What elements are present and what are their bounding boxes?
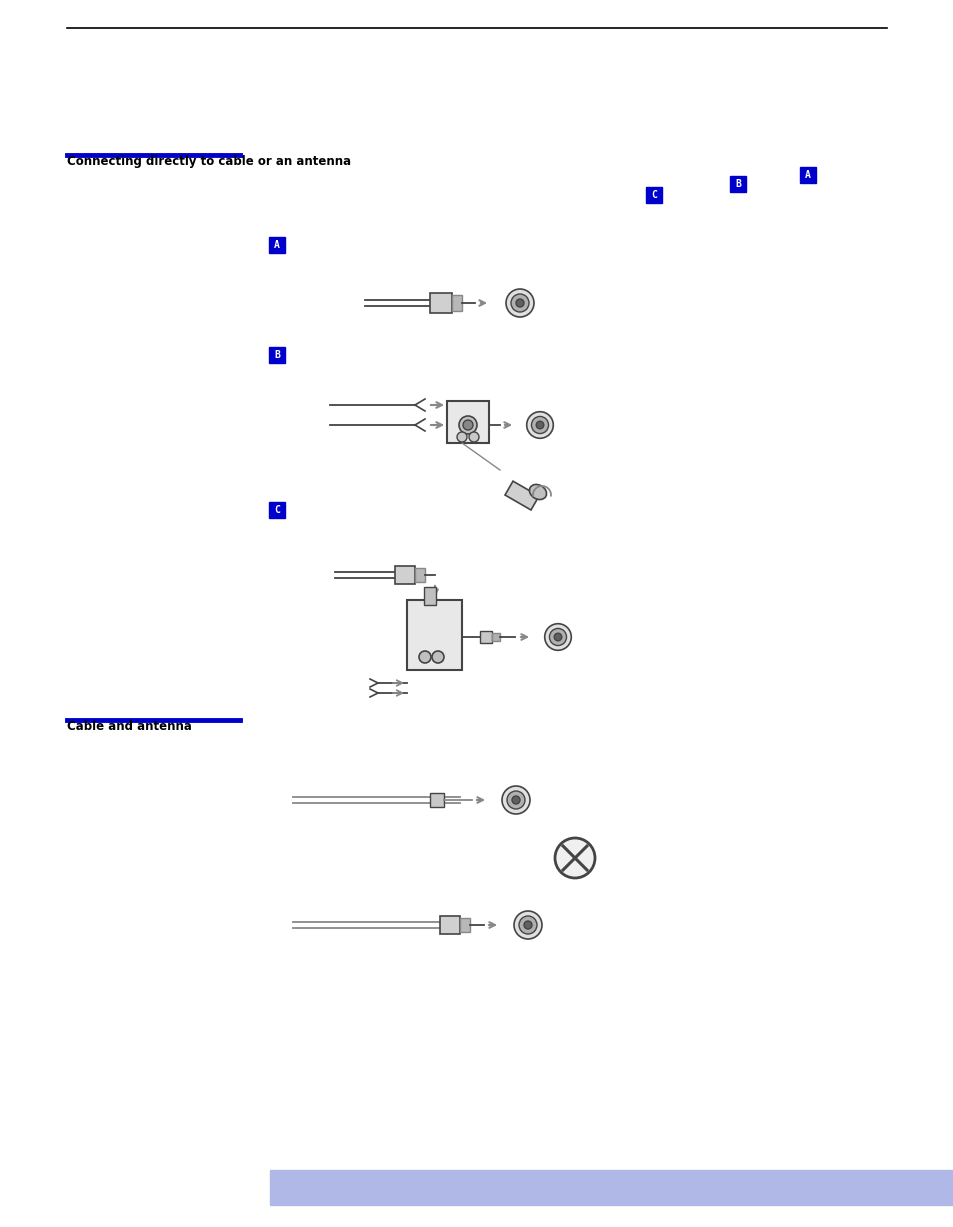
Text: Cable and antenna: Cable and antenna [67, 720, 192, 733]
Bar [459, 918, 470, 933]
Bar [407, 600, 461, 670]
Circle shape [549, 628, 566, 645]
Circle shape [531, 416, 548, 433]
Circle shape [555, 838, 595, 879]
Bar [269, 347, 285, 363]
Circle shape [516, 299, 523, 307]
Bar [395, 566, 415, 584]
Bar [504, 481, 538, 510]
Text: A: A [274, 240, 279, 250]
Circle shape [518, 917, 537, 934]
Circle shape [512, 796, 519, 804]
Bar [430, 293, 452, 313]
Bar [269, 237, 285, 253]
Circle shape [506, 791, 524, 809]
Circle shape [511, 294, 529, 312]
Circle shape [536, 421, 543, 428]
Circle shape [554, 633, 561, 640]
Bar [452, 294, 461, 310]
Bar [430, 793, 443, 807]
Circle shape [544, 623, 571, 650]
Ellipse shape [529, 485, 546, 499]
Text: A: A [804, 171, 810, 180]
Circle shape [514, 910, 541, 939]
Text: B: B [274, 350, 279, 360]
Bar [415, 568, 424, 582]
Circle shape [501, 787, 530, 814]
Bar [447, 401, 489, 443]
Bar [439, 917, 459, 934]
Bar [492, 633, 499, 640]
Text: B: B [735, 179, 740, 189]
Circle shape [418, 652, 431, 663]
Circle shape [526, 412, 553, 438]
Bar [423, 587, 436, 605]
Bar [645, 187, 661, 202]
Circle shape [456, 432, 467, 442]
Text: Connecting directly to cable or an antenna: Connecting directly to cable or an anten… [67, 155, 351, 168]
Bar [800, 167, 815, 183]
Bar [479, 631, 492, 643]
Circle shape [505, 290, 534, 317]
Bar [270, 1171, 953, 1205]
Text: C: C [650, 190, 657, 200]
Circle shape [469, 432, 478, 442]
Circle shape [462, 420, 473, 429]
Circle shape [523, 921, 532, 929]
Circle shape [432, 652, 443, 663]
Bar [269, 502, 285, 518]
Text: C: C [274, 506, 279, 515]
Bar [729, 175, 745, 191]
Circle shape [458, 416, 476, 434]
